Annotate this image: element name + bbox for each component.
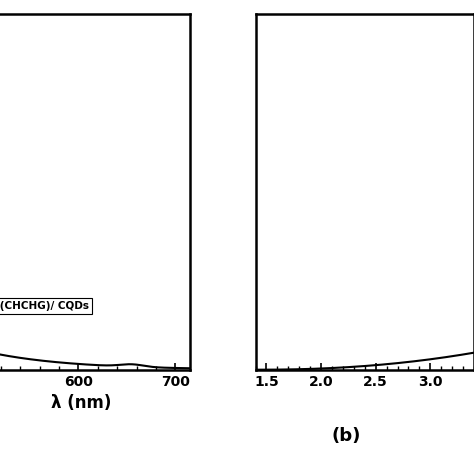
X-axis label: λ (nm): λ (nm) (51, 394, 111, 412)
Text: (b): (b) (331, 427, 361, 445)
Text: - uv vis (CHCHG)/ CQDs: - uv vis (CHCHG)/ CQDs (0, 301, 89, 311)
